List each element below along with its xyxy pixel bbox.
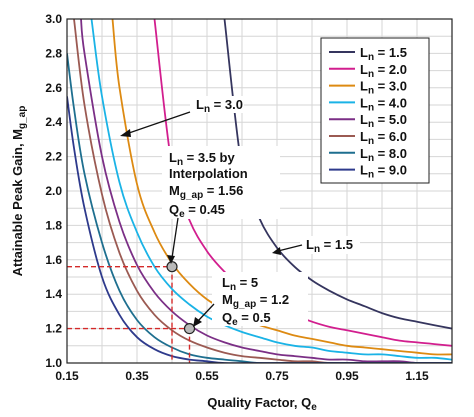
y-tick-label-6: 2.2 [45, 150, 62, 164]
arrow-ln-1-5 [277, 244, 303, 252]
series-line-2 [111, 19, 452, 356]
x-tick-labels: 0.15 0.35 0.55 0.75 0.95 1.15 [55, 369, 429, 383]
arrow-ln-3-0 [125, 111, 191, 135]
svg-text:Interpolation: Interpolation [169, 166, 248, 181]
arrowhead-ln-3-5 [167, 255, 175, 264]
y-tick-label-4: 1.8 [45, 218, 62, 232]
plot-frame [66, 18, 453, 364]
legend-label-6: Ln = 8.0 [360, 146, 407, 164]
reference-lines [67, 265, 191, 363]
y-tick-label-9: 2.8 [45, 46, 62, 60]
series-line-3 [90, 19, 452, 361]
legend-label-1: Ln = 2.0 [360, 62, 407, 80]
y-tick-label-8: 2.6 [45, 81, 62, 95]
marked-points [166, 261, 196, 335]
x-axis-label: Quality Factor, Qe [207, 395, 317, 413]
svg-text:Mg_ap = 1.2: Mg_ap = 1.2 [222, 292, 289, 310]
arrowhead-ln-5 [193, 317, 202, 327]
marked-point-1 [183, 323, 196, 335]
x-tick-label-1: 0.35 [125, 369, 149, 383]
svg-text:Qe = 0.5: Qe = 0.5 [222, 310, 271, 328]
x-tick-label-5: 1.15 [405, 369, 429, 383]
marked-point-0 [166, 261, 178, 273]
x-tick-label-0: 0.15 [55, 369, 79, 383]
arrow-ln-3-5 [171, 217, 179, 259]
svg-text:Ln = 3.0: Ln = 3.0 [196, 97, 243, 115]
legend-label-3: Ln = 4.0 [360, 95, 407, 113]
x-tick-label-2: 0.55 [195, 369, 219, 383]
legend-label-0: Ln = 1.5 [360, 45, 407, 63]
series-line-4 [80, 19, 452, 363]
legend-box [320, 37, 430, 184]
arrow-ln-5 [197, 303, 215, 322]
legend-label-2: Ln = 3.0 [360, 79, 407, 97]
svg-text:Ln = 1.5: Ln = 1.5 [306, 237, 353, 255]
y-tick-label-7: 2.4 [45, 115, 62, 129]
y-tick-label-5: 2.0 [45, 184, 62, 198]
annotation-ln-3-0: Ln = 3.0 [120, 96, 244, 137]
annotation-ln-1-5: Ln = 1.5 [272, 236, 360, 255]
y-axis-label: Attainable Peak Gain, Mg_ap [10, 106, 28, 277]
y-tick-label-2: 1.4 [45, 287, 62, 301]
x-tick-label-3: 0.75 [265, 369, 289, 383]
svg-text:Mg_ap = 1.56: Mg_ap = 1.56 [169, 183, 243, 201]
legend-label-4: Ln = 5.0 [360, 112, 407, 130]
svg-text:Ln = 3.5 by: Ln = 3.5 by [169, 150, 236, 168]
x-tick-label-4: 0.95 [335, 369, 359, 383]
arrowhead-ln-3-0 [120, 129, 131, 137]
annotation-ln-3-5: Ln = 3.5 by Interpolation Mg_ap = 1.56 Q… [162, 146, 280, 264]
legend-label-7: Ln = 9.0 [360, 163, 407, 181]
arrowhead-ln-1-5 [272, 247, 281, 255]
svg-text:Ln = 5: Ln = 5 [222, 275, 258, 293]
y-tick-label-0: 1.0 [45, 356, 62, 370]
legend: Ln = 1.5Ln = 2.0Ln = 3.0Ln = 4.0Ln = 5.0… [329, 45, 407, 181]
y-tick-label-3: 1.6 [45, 253, 62, 267]
y-tick-label-10: 3.0 [45, 12, 62, 26]
annotation-ln-5: Ln = 5 Mg_ap = 1.2 Qe = 0.5 [193, 272, 308, 328]
legend-label-5: Ln = 6.0 [360, 129, 407, 147]
y-tick-labels: 1.0 1.2 1.4 1.6 1.8 2.0 2.2 2.4 2.6 2.8 3.0 [45, 12, 62, 370]
y-tick-label-1: 1.2 [45, 322, 62, 336]
svg-text:Qe = 0.45: Qe = 0.45 [169, 202, 225, 220]
